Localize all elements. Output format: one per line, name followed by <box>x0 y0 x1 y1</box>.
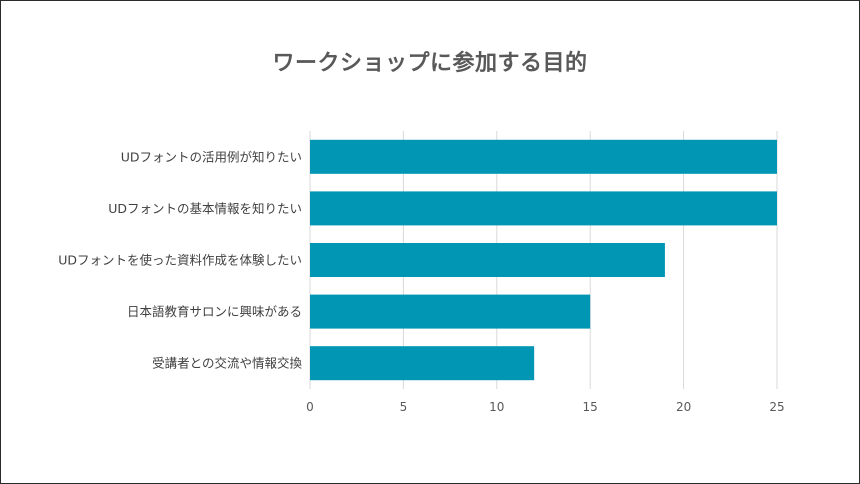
x-tick-label: 15 <box>583 400 598 414</box>
x-tick-label: 10 <box>489 400 504 414</box>
x-tick-label: 0 <box>306 400 314 414</box>
category-label: 受講者との交流や情報交換 <box>152 356 302 371</box>
category-label: UDフォントを使った資料作成を体験したい <box>58 253 302 268</box>
category-labels: UDフォントの活用例が知りたい UDフォントの基本情報を知りたい UDフォントを使っ… <box>58 149 302 370</box>
bar <box>310 139 777 174</box>
bar <box>310 191 777 226</box>
x-tick-label: 20 <box>676 400 691 414</box>
bar <box>310 346 535 381</box>
category-label: UDフォントの活用例が知りたい <box>121 149 302 164</box>
x-tick-label: 5 <box>400 400 408 414</box>
chart-title: ワークショップに参加する目的 <box>272 51 588 76</box>
bars <box>310 139 777 381</box>
bar <box>310 243 665 277</box>
bar <box>310 294 591 329</box>
category-label: 日本語教育サロンに興味がある <box>127 304 302 319</box>
x-tick-labels: 0 5 10 15 20 25 <box>306 400 784 414</box>
x-tick-label: 25 <box>769 400 784 414</box>
category-label: UDフォントの基本情報を知りたい <box>108 201 302 216</box>
